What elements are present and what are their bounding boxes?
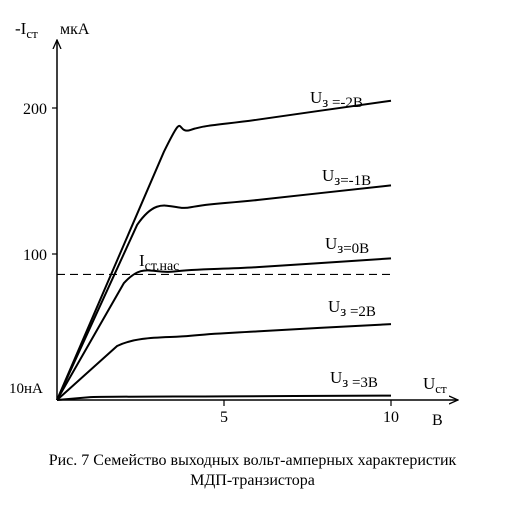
series-line: [56, 394, 392, 401]
figure-caption-line2: МДП-транзистора: [190, 472, 315, 489]
series-line: [56, 323, 392, 401]
figure-caption-line1: Рис. 7 Семейство выходных вольт-амперных…: [48, 452, 457, 469]
series-label: Uз=-1В: [322, 166, 371, 189]
series-label: Uз =-2В: [310, 88, 363, 111]
x-axis-unit: В: [432, 412, 443, 429]
x-tick-label: 10: [383, 409, 399, 426]
y-origin-label: 10нА: [9, 381, 43, 397]
series-label: Uз =2В: [328, 297, 376, 320]
saturation-label: Iст.нас: [139, 251, 179, 274]
x-axis-label: Uст: [423, 374, 447, 396]
y-tick-label: 100: [23, 247, 47, 264]
series-label: Uз =3В: [330, 368, 378, 391]
y-axis-label: -Iст: [15, 19, 38, 41]
x-tick-label: 5: [220, 409, 228, 426]
series-line: [56, 99, 392, 401]
y-tick-label: 200: [23, 101, 47, 118]
y-axis-unit: мкА: [60, 21, 90, 38]
series-label: Uз=0В: [325, 234, 369, 257]
series-line: [56, 257, 392, 401]
series-line: [56, 184, 392, 401]
